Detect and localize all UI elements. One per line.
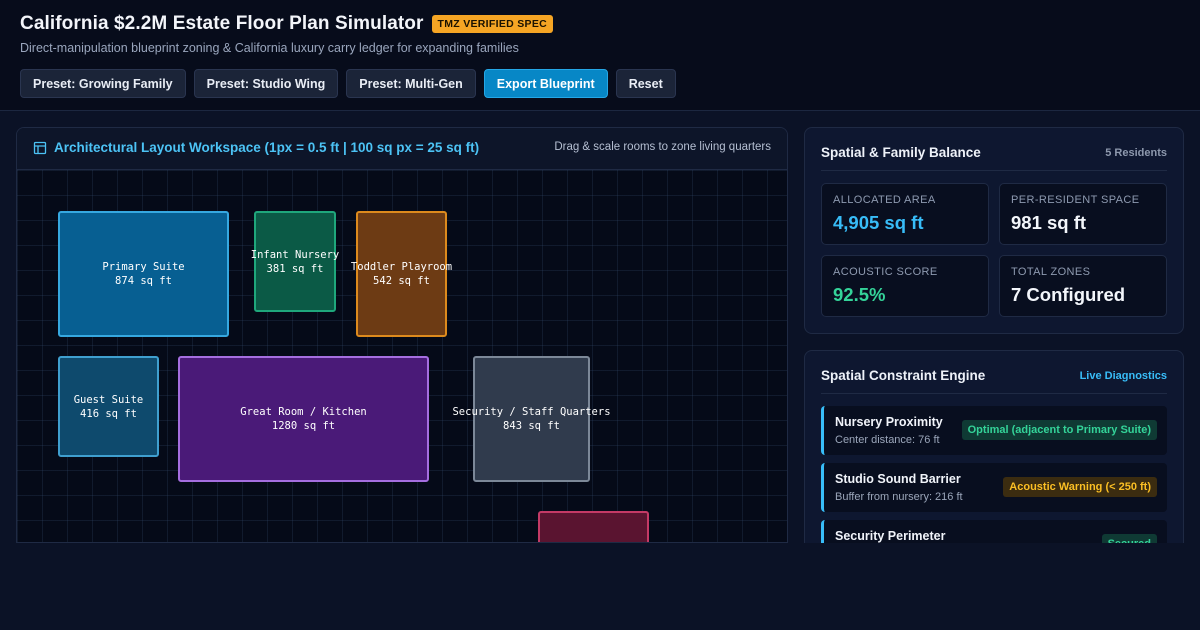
panel-title: Spatial Constraint Engine bbox=[821, 368, 986, 383]
room-area: 1280 sq ft bbox=[271, 420, 336, 432]
room-partial-crimson[interactable] bbox=[538, 511, 649, 542]
workspace-title: Architectural Layout Workspace (1px = 0.… bbox=[54, 140, 480, 155]
room-area: 416 sq ft bbox=[80, 407, 137, 420]
room-toddler-playroom[interactable]: Toddler Playroom 542 sq ft bbox=[351, 211, 452, 337]
room-area: 381 sq ft bbox=[266, 262, 324, 275]
room-name: Great Room / Kitchen bbox=[240, 406, 367, 418]
diagnostic-nursery-proximity: Nursery Proximity Center distance: 76 ft… bbox=[821, 406, 1167, 455]
layout-workspace: Architectural Layout Workspace (1px = 0.… bbox=[16, 127, 788, 543]
diagnostic-studio-sound-barrier: Studio Sound Barrier Buffer from nursery… bbox=[821, 463, 1167, 512]
export-blueprint-button[interactable]: Export Blueprint bbox=[483, 69, 608, 98]
diagnostic-security-perimeter: Security Perimeter Secured bbox=[821, 520, 1167, 543]
status-badge: Secured bbox=[1101, 534, 1157, 543]
room-great-room-kitchen[interactable]: Great Room / Kitchen 1280 sq ft bbox=[178, 356, 429, 482]
stat-value: 7 Configured bbox=[1011, 284, 1126, 305]
room-name: Toddler Playroom bbox=[350, 261, 453, 273]
family-balance-panel: Spatial & Family Balance 5 Residents ALL… bbox=[804, 127, 1184, 334]
stat-label: ACOUSTIC SCORE bbox=[833, 266, 938, 278]
layout-icon bbox=[33, 141, 47, 154]
room-security-staff-quarters[interactable]: Security / Staff Quarters 843 sq ft bbox=[452, 356, 611, 482]
room-name: Primary Suite bbox=[102, 261, 185, 273]
stat-value: 92.5% bbox=[833, 284, 886, 305]
stat-total-zones: TOTAL ZONES 7 Configured bbox=[999, 255, 1167, 317]
preset-studio-wing-button[interactable]: Preset: Studio Wing bbox=[193, 69, 339, 98]
diagnostic-detail: Center distance: 76 ft bbox=[835, 434, 940, 446]
stat-acoustic-score: ACOUSTIC SCORE 92.5% bbox=[821, 255, 989, 317]
panel-title: Spatial & Family Balance bbox=[821, 145, 981, 160]
stat-per-resident-space: PER-RESIDENT SPACE 981 sq ft bbox=[999, 183, 1167, 245]
room-name: Infant Nursery bbox=[250, 248, 340, 261]
workspace-hint: Drag & scale rooms to zone living quarte… bbox=[554, 141, 771, 153]
room-area: 874 sq ft bbox=[115, 275, 172, 287]
stat-label: PER-RESIDENT SPACE bbox=[1011, 194, 1140, 206]
room-area: 542 sq ft bbox=[373, 275, 430, 287]
residents-count: 5 Residents bbox=[1105, 147, 1167, 159]
room-primary-suite[interactable]: Primary Suite 874 sq ft bbox=[58, 211, 229, 337]
preset-multi-gen-button[interactable]: Preset: Multi-Gen bbox=[346, 69, 476, 98]
page-subtitle: Direct-manipulation blueprint zoning & C… bbox=[20, 41, 519, 55]
constraint-engine-panel: Spatial Constraint Engine Live Diagnosti… bbox=[804, 350, 1184, 543]
diagnostic-title: Security Perimeter bbox=[835, 529, 946, 543]
workspace-header: Architectural Layout Workspace (1px = 0.… bbox=[17, 128, 787, 170]
status-badge: Optimal (adjacent to Primary Suite) bbox=[961, 420, 1157, 440]
page-title: California $2.2M Estate Floor Plan Simul… bbox=[20, 13, 424, 34]
panel-header: Spatial & Family Balance 5 Residents bbox=[821, 128, 1167, 171]
stat-value: 4,905 sq ft bbox=[833, 212, 924, 233]
title-row: California $2.2M Estate Floor Plan Simul… bbox=[20, 13, 554, 35]
toolbar: Preset: Growing Family Preset: Studio Wi… bbox=[20, 69, 676, 98]
diagnostic-detail: Buffer from nursery: 216 ft bbox=[835, 491, 963, 503]
stat-label: ALLOCATED AREA bbox=[833, 194, 936, 206]
panel-header: Spatial Constraint Engine Live Diagnosti… bbox=[821, 351, 1167, 394]
stat-label: TOTAL ZONES bbox=[1011, 266, 1091, 278]
stat-value: 981 sq ft bbox=[1011, 212, 1087, 233]
reset-button[interactable]: Reset bbox=[615, 69, 676, 98]
room-infant-nursery[interactable]: Infant Nursery 381 sq ft bbox=[251, 211, 339, 312]
stat-allocated-area: ALLOCATED AREA 4,905 sq ft bbox=[821, 183, 989, 245]
blueprint-canvas[interactable]: Primary Suite 874 sq ft Infant Nursery 3… bbox=[17, 170, 787, 542]
room-name: Guest Suite bbox=[73, 393, 144, 406]
status-badge: Acoustic Warning (< 250 ft) bbox=[1003, 477, 1157, 497]
app-header: California $2.2M Estate Floor Plan Simul… bbox=[0, 0, 1200, 111]
verified-badge: TMZ VERIFIED SPEC bbox=[431, 15, 554, 33]
workspace-title-group: Architectural Layout Workspace (1px = 0.… bbox=[33, 140, 479, 155]
preset-growing-family-button[interactable]: Preset: Growing Family bbox=[20, 69, 186, 98]
diagnostic-title: Nursery Proximity bbox=[835, 415, 943, 429]
room-guest-suite[interactable]: Guest Suite 416 sq ft bbox=[58, 356, 159, 457]
live-diagnostics-label: Live Diagnostics bbox=[1079, 370, 1167, 382]
room-name: Security / Staff Quarters bbox=[452, 406, 611, 418]
room-area: 843 sq ft bbox=[503, 420, 560, 432]
diagnostic-title: Studio Sound Barrier bbox=[835, 472, 961, 486]
